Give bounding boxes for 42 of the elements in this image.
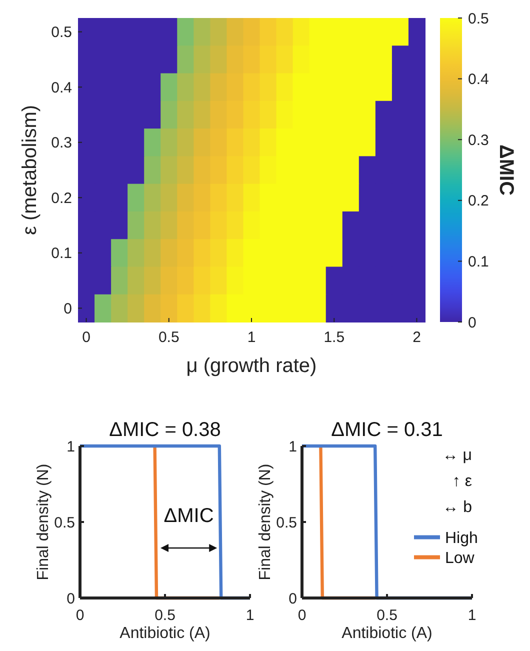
x-tick-label: 1.5 xyxy=(324,329,345,346)
y-tick-label: 0 xyxy=(288,590,297,608)
y-tick-label: 1 xyxy=(288,438,297,456)
x-tick-label: 0.5 xyxy=(376,607,398,624)
color-bar-title: ΔMIC xyxy=(495,144,517,196)
y-tick-label: 0 xyxy=(66,590,75,608)
y-axis-title: ε (metabolism) xyxy=(19,104,41,236)
color-bar-label: 0.5 xyxy=(468,10,489,28)
x-axis-title: Antibiotic (A) xyxy=(342,625,432,642)
y-tick-label: 0.2 xyxy=(51,190,72,207)
chart-title: ΔMIC = 0.31 xyxy=(331,419,443,441)
y-tick-label: 0.4 xyxy=(51,79,72,96)
x-tick-label: 0.5 xyxy=(158,329,180,346)
annotation: ↔ b xyxy=(442,499,472,516)
color-bar-label: 0.3 xyxy=(468,132,489,149)
color-bar-label: 0 xyxy=(468,314,476,332)
annotation: ↔ μ xyxy=(442,447,472,464)
x-axis-title: Antibiotic (A) xyxy=(120,625,210,642)
y-axis-title: Final density (N) xyxy=(257,464,274,580)
y-tick-label: 1 xyxy=(66,438,75,456)
legend-label: High xyxy=(445,530,478,547)
y-tick-label: 0.1 xyxy=(51,245,72,262)
x-tick-label: 0 xyxy=(82,329,90,346)
color-bar-label: 0.4 xyxy=(468,71,489,88)
chart-title: ΔMIC = 0.38 xyxy=(109,419,221,441)
legend-label: Low xyxy=(445,550,475,567)
y-tick-label: 0.5 xyxy=(276,514,297,532)
x-tick-label: 1 xyxy=(246,607,254,624)
y-tick-label: 0.3 xyxy=(51,134,72,152)
annotation: ΔMIC xyxy=(164,505,214,527)
x-tick-label: 2 xyxy=(412,329,421,346)
annotation: ↑ ε xyxy=(452,473,472,490)
color-bar-label: 0.1 xyxy=(468,253,489,270)
y-tick-label: 0 xyxy=(64,300,72,318)
y-axis-title: Final density (N) xyxy=(35,464,52,580)
x-axis-title: μ (growth rate) xyxy=(186,355,317,377)
x-tick-label: 1 xyxy=(247,329,256,346)
y-tick-label: 0.5 xyxy=(51,24,72,42)
x-tick-label: 0.5 xyxy=(154,607,176,624)
y-tick-label: 0.5 xyxy=(54,514,75,532)
color-bar-label: 0.2 xyxy=(468,192,489,210)
x-tick-label: 1 xyxy=(468,607,476,624)
